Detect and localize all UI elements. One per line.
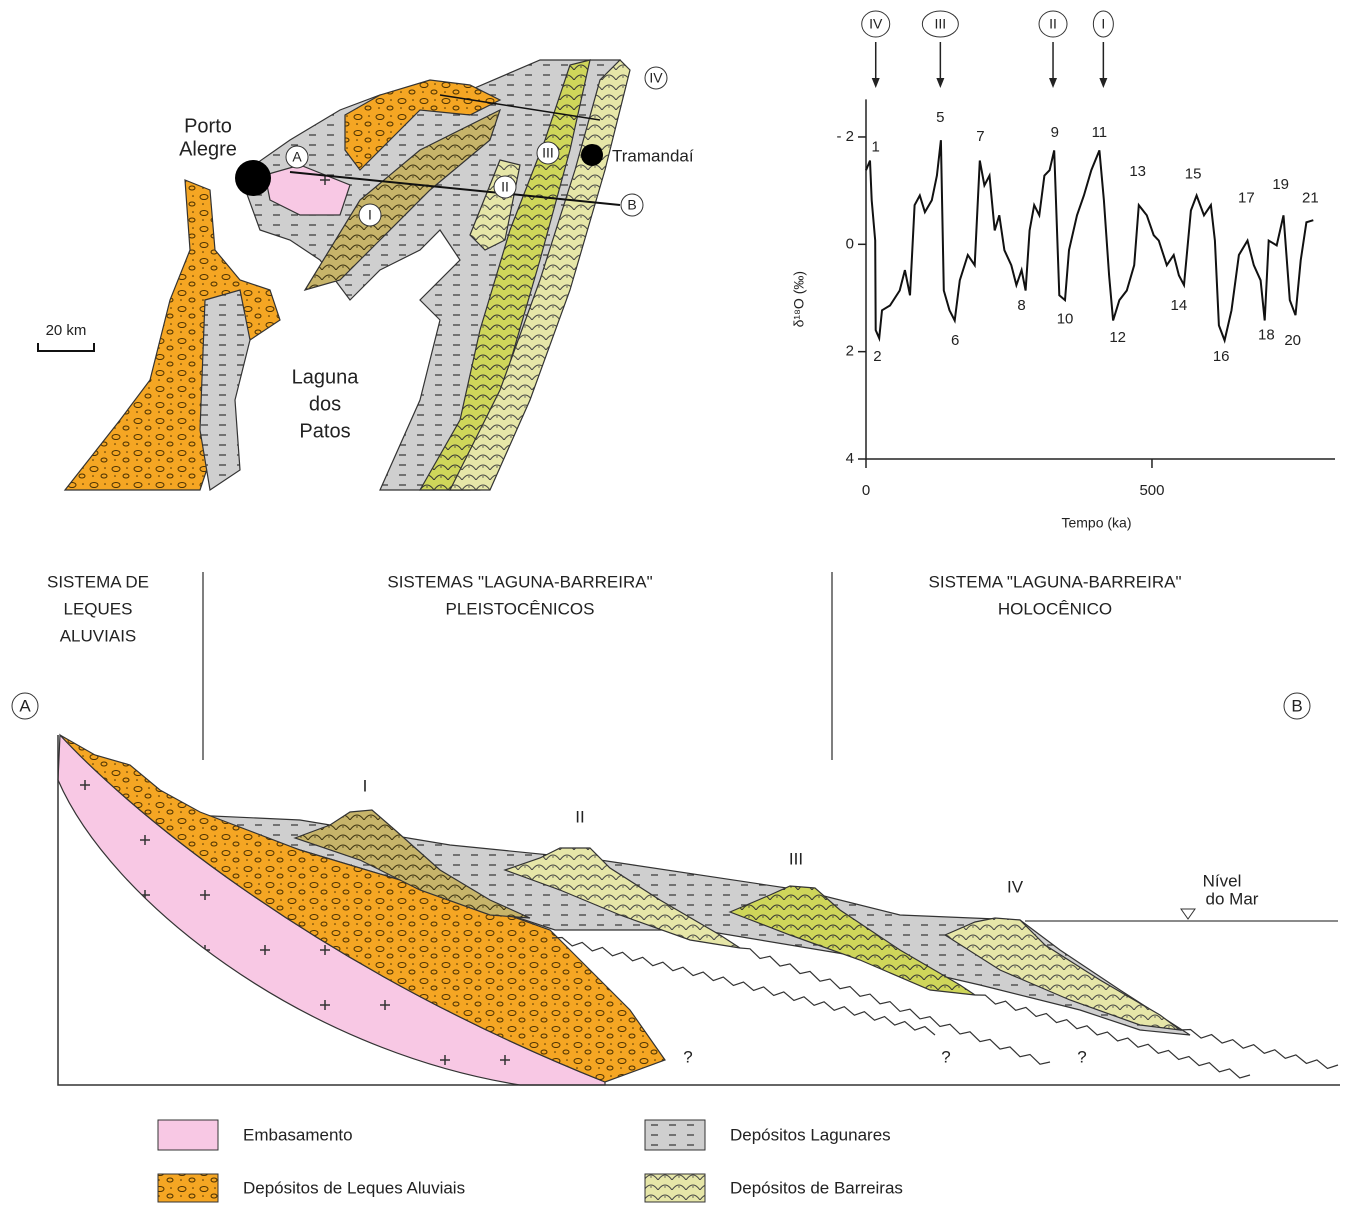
legend-label: Depósitos de Barreiras bbox=[730, 1178, 903, 1197]
y-axis-label: δ¹⁸O (‰) bbox=[791, 271, 807, 327]
end-label: B bbox=[1291, 696, 1302, 715]
legend-label: Depósitos Lagunares bbox=[730, 1125, 891, 1144]
unknown-mark: ? bbox=[683, 1047, 692, 1066]
marker-arrowhead bbox=[1049, 78, 1057, 88]
city-dot bbox=[235, 160, 271, 196]
x-tick-label: 0 bbox=[862, 482, 870, 499]
stage-label: 19 bbox=[1272, 176, 1289, 193]
section-header: SISTEMA "LAGUNA-BARREIRA" bbox=[929, 572, 1182, 591]
barrier-label: IV bbox=[1007, 877, 1024, 896]
scale-label: 20 km bbox=[46, 322, 87, 339]
barrier-label: I bbox=[363, 776, 368, 795]
legend-label: Depósitos de Leques Aluviais bbox=[243, 1178, 465, 1197]
figure: Porto Alegre Tramandaí Laguna dos Patos … bbox=[0, 0, 1350, 1205]
legend-swatch bbox=[645, 1174, 705, 1202]
x-tick-label: 500 bbox=[1139, 482, 1164, 499]
circle-label: I bbox=[368, 207, 372, 223]
town-label: Tramandaí bbox=[612, 146, 694, 165]
sea-level-label: Nível bbox=[1203, 871, 1242, 890]
x-axis-label: Tempo (ka) bbox=[1061, 515, 1131, 531]
stage-label: 12 bbox=[1109, 329, 1126, 346]
town-dot bbox=[581, 144, 603, 166]
lagoon-label: Patos bbox=[299, 420, 350, 442]
barrier-label: III bbox=[789, 849, 803, 868]
sea-level-label: do Mar bbox=[1206, 889, 1259, 908]
stage-label: 17 bbox=[1238, 190, 1255, 207]
legend: Embasamento Depósitos de Leques Aluviais… bbox=[158, 1120, 903, 1202]
y-tick-label: - 2 bbox=[836, 128, 854, 145]
unknown-mark: ? bbox=[941, 1047, 950, 1066]
stage-label: 2 bbox=[873, 348, 881, 365]
lagoon-label: Laguna bbox=[292, 366, 360, 388]
circle-label: III bbox=[542, 145, 554, 161]
isotope-chart: - 20240500Tempo (ka)δ¹⁸O (‰)125678910111… bbox=[791, 11, 1335, 531]
stage-label: 11 bbox=[1092, 124, 1108, 141]
stage-label: 10 bbox=[1057, 310, 1074, 327]
sea-level-symbol bbox=[1181, 909, 1195, 919]
marker-label: I bbox=[1101, 16, 1105, 32]
marker-label: III bbox=[935, 16, 947, 32]
stage-label: 14 bbox=[1171, 297, 1188, 314]
section-header: ALUVIAIS bbox=[60, 626, 137, 645]
section-header: SISTEMA DE bbox=[47, 572, 149, 591]
stage-label: 20 bbox=[1284, 332, 1301, 349]
marker-label: IV bbox=[869, 16, 883, 32]
end-label: A bbox=[19, 696, 31, 715]
marker-arrowhead bbox=[1099, 78, 1107, 88]
unconformity bbox=[1180, 1030, 1338, 1069]
lagoon-area bbox=[200, 290, 250, 490]
stage-label: 16 bbox=[1213, 348, 1230, 365]
stage-label: 18 bbox=[1258, 327, 1275, 344]
barrier-label: II bbox=[575, 807, 584, 826]
y-tick-label: 0 bbox=[846, 235, 854, 252]
stage-label: 8 bbox=[1017, 297, 1025, 314]
section-header: LEQUES bbox=[64, 599, 133, 618]
stage-label: 6 bbox=[951, 332, 959, 349]
legend-swatch bbox=[158, 1174, 218, 1202]
stage-label: 7 bbox=[976, 128, 984, 145]
stage-label: 9 bbox=[1051, 124, 1059, 141]
city-label: Porto bbox=[184, 115, 232, 137]
legend-label: Embasamento bbox=[243, 1125, 353, 1144]
legend-swatch bbox=[645, 1120, 705, 1150]
map: Porto Alegre Tramandaí Laguna dos Patos … bbox=[38, 60, 694, 490]
y-tick-label: 2 bbox=[846, 343, 854, 360]
section-header: HOLOCÊNICO bbox=[998, 599, 1112, 618]
marker-label: II bbox=[1049, 16, 1057, 32]
y-tick-label: 4 bbox=[846, 450, 854, 467]
city-label: Alegre bbox=[179, 138, 237, 160]
stage-label: 21 bbox=[1302, 190, 1319, 207]
circle-label: A bbox=[292, 149, 302, 165]
circle-label: II bbox=[501, 179, 509, 195]
section-header: SISTEMAS "LAGUNA-BARREIRA" bbox=[387, 572, 652, 591]
stage-label: 15 bbox=[1185, 166, 1202, 183]
scale-bar bbox=[38, 343, 94, 351]
isotope-curve bbox=[866, 140, 1313, 340]
cross-section: SISTEMA DE LEQUES ALUVIAIS SISTEMAS "LAG… bbox=[12, 572, 1340, 1085]
stage-label: 1 bbox=[872, 139, 880, 156]
lagoon-label: dos bbox=[309, 393, 341, 415]
stage-label: 5 bbox=[936, 109, 944, 126]
marker-arrowhead bbox=[936, 78, 944, 88]
stage-label: 13 bbox=[1129, 163, 1146, 180]
unknown-mark: ? bbox=[1077, 1047, 1086, 1066]
circle-label: IV bbox=[649, 70, 663, 86]
legend-swatch bbox=[158, 1120, 218, 1150]
circle-label: B bbox=[627, 197, 636, 213]
section-header: PLEISTOCÊNICOS bbox=[446, 599, 595, 618]
marker-arrowhead bbox=[872, 78, 880, 88]
